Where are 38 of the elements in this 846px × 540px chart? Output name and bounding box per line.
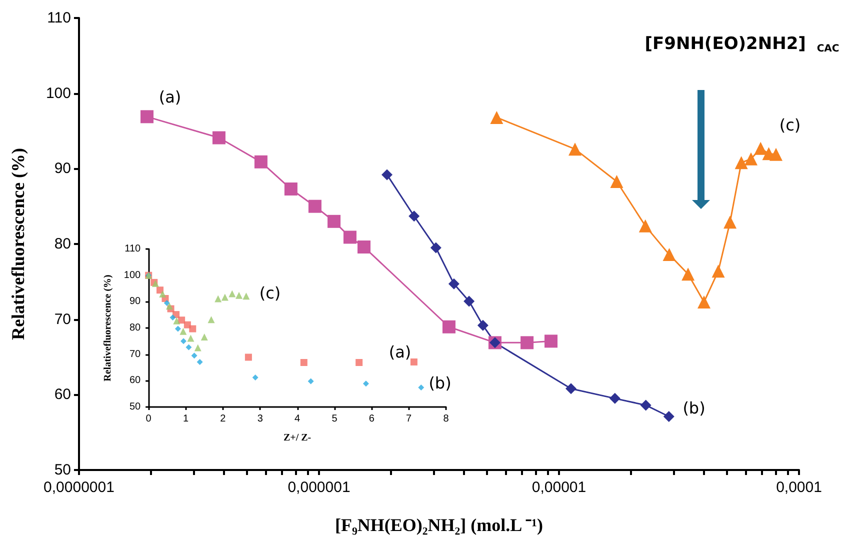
annotation: [F9NH(EO)2NH2] CAC bbox=[644, 34, 840, 54]
x-tick-label: 3 bbox=[257, 414, 264, 424]
y-tick-label: 50 bbox=[129, 402, 142, 412]
annotation: (b) bbox=[682, 398, 706, 418]
x-axis-title: Z+/ Z- bbox=[283, 432, 312, 444]
y-tick-label: 90 bbox=[54, 160, 71, 178]
annotation: (c) bbox=[779, 116, 801, 134]
x-tick-label: 7 bbox=[406, 414, 412, 424]
annotation: (a) bbox=[158, 88, 182, 106]
y-tick-label: 110 bbox=[124, 244, 142, 254]
y-tick-label: 60 bbox=[54, 386, 71, 404]
y-axis-title: Relativefluorescence (%) bbox=[8, 148, 28, 340]
y-tick-label: 50 bbox=[54, 462, 71, 478]
x-tick-label: 5 bbox=[332, 414, 338, 424]
x-tick-label: 1 bbox=[182, 414, 189, 424]
x-tick-label: 0,000001 bbox=[288, 479, 350, 496]
y-tick-label: 100 bbox=[124, 270, 142, 281]
y-tick-label: 70 bbox=[129, 348, 142, 360]
y-axis-title: Relativefluorescence (%) bbox=[102, 274, 114, 382]
x-tick-label: 0,00001 bbox=[532, 479, 586, 496]
x-tick-label: 0,0001 bbox=[776, 479, 822, 496]
y-tick-label: 70 bbox=[54, 310, 71, 328]
x-axis-title: [F₉NH(EO)₂NH₂] (mol.L ⁻¹) bbox=[334, 515, 544, 535]
y-tick-label: 60 bbox=[129, 375, 142, 386]
x-tick-label: 2 bbox=[220, 414, 226, 424]
x-tick-label: 0 bbox=[146, 414, 152, 424]
y-tick-label: 80 bbox=[129, 322, 142, 334]
x-tick-label: 4 bbox=[294, 414, 301, 424]
annotation: (a) bbox=[388, 342, 412, 362]
x-tick-label: 0,0000001 bbox=[44, 479, 114, 496]
y-tick-label: 90 bbox=[129, 296, 142, 308]
annotation: (b) bbox=[428, 374, 452, 392]
x-tick-label: 6 bbox=[368, 414, 375, 424]
y-tick-label: 100 bbox=[46, 84, 71, 102]
y-tick-label: 80 bbox=[54, 236, 71, 252]
annotation: (c) bbox=[259, 284, 281, 302]
x-tick-label: 8 bbox=[443, 414, 450, 424]
y-tick-label: 110 bbox=[47, 10, 71, 26]
